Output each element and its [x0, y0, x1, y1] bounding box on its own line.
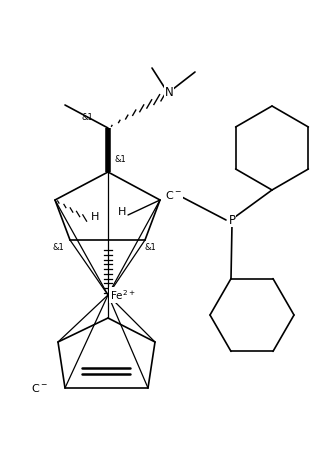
Text: &1: &1 [52, 243, 64, 253]
Text: Fe$^{2+}$: Fe$^{2+}$ [110, 288, 136, 302]
Text: &1: &1 [144, 243, 156, 253]
Text: P: P [228, 213, 235, 226]
Text: &1: &1 [81, 114, 93, 122]
Text: N: N [165, 85, 173, 98]
Text: H: H [118, 207, 126, 217]
Text: C$^-$: C$^-$ [32, 382, 48, 394]
Text: C$^-$: C$^-$ [166, 189, 182, 201]
Text: &1: &1 [114, 156, 126, 164]
Text: H: H [91, 212, 100, 222]
